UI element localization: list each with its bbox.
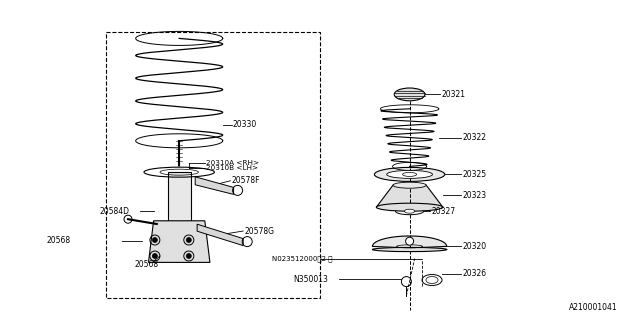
Text: 20327: 20327 (431, 207, 456, 216)
Ellipse shape (422, 275, 442, 285)
Circle shape (152, 237, 157, 243)
Polygon shape (168, 172, 191, 221)
Polygon shape (376, 185, 443, 207)
Text: N023512000（2 ）: N023512000（2 ） (272, 255, 333, 262)
Text: 20323: 20323 (462, 191, 486, 200)
Text: N350013: N350013 (293, 275, 328, 284)
Text: 20578G: 20578G (244, 227, 275, 236)
Ellipse shape (376, 203, 443, 211)
Text: A210001041: A210001041 (569, 303, 618, 312)
Text: 20310B <LH>: 20310B <LH> (206, 165, 258, 171)
Text: 20578F: 20578F (232, 176, 260, 185)
Ellipse shape (403, 172, 417, 176)
Text: 20320: 20320 (462, 242, 486, 251)
Polygon shape (148, 221, 210, 262)
Circle shape (152, 253, 157, 259)
Text: 20330: 20330 (233, 120, 257, 129)
Text: 20310A <RH>: 20310A <RH> (206, 160, 259, 166)
Ellipse shape (387, 171, 433, 179)
Polygon shape (195, 177, 234, 194)
Text: 20322: 20322 (462, 133, 486, 142)
Ellipse shape (404, 209, 415, 213)
Text: 20326: 20326 (462, 269, 486, 278)
Ellipse shape (374, 167, 445, 181)
Ellipse shape (394, 88, 425, 101)
Text: 20584D: 20584D (99, 207, 129, 216)
Circle shape (186, 253, 191, 259)
Text: 20568: 20568 (46, 236, 70, 245)
Circle shape (186, 237, 191, 243)
Ellipse shape (144, 167, 214, 177)
Ellipse shape (396, 208, 424, 215)
Text: 20568: 20568 (134, 260, 159, 269)
Ellipse shape (393, 182, 426, 188)
Polygon shape (372, 236, 447, 250)
Text: 20321: 20321 (442, 90, 466, 99)
Ellipse shape (372, 247, 447, 252)
Polygon shape (197, 224, 243, 246)
Text: 20325: 20325 (462, 170, 486, 179)
Circle shape (406, 237, 413, 245)
